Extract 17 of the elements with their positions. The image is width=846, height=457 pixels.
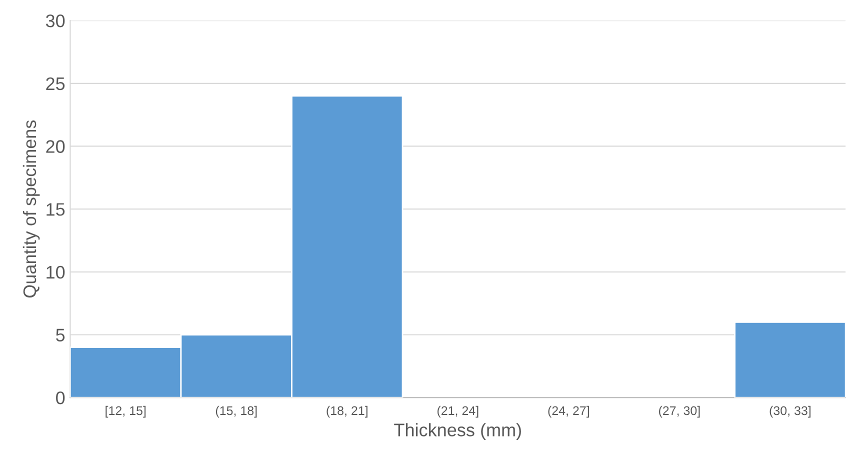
x-tick-label: (18, 21] [326,406,368,418]
y-tick-label: 30 [46,14,65,28]
x-tick-label: (27, 30] [659,406,700,418]
y-tick-label: 15 [46,203,65,216]
bar [734,321,846,398]
y-tick-label: 10 [46,266,65,279]
y-tick-label: 20 [46,140,65,153]
x-tick-label: (30, 33] [770,406,810,418]
x-tick-label: (21, 24] [437,406,478,418]
y-tick-label: 5 [56,328,65,342]
x-tick-label: (24, 27] [548,406,589,418]
x-tick-label: (15, 18] [216,406,257,418]
y-axis-title: Quantity of specimens [22,120,40,298]
y-tick-label: 25 [46,77,65,90]
x-tick-label: [12, 15] [106,406,146,418]
x-axis-title: Thickness (mm) [394,423,521,440]
y-tick-label: 0 [56,392,65,404]
